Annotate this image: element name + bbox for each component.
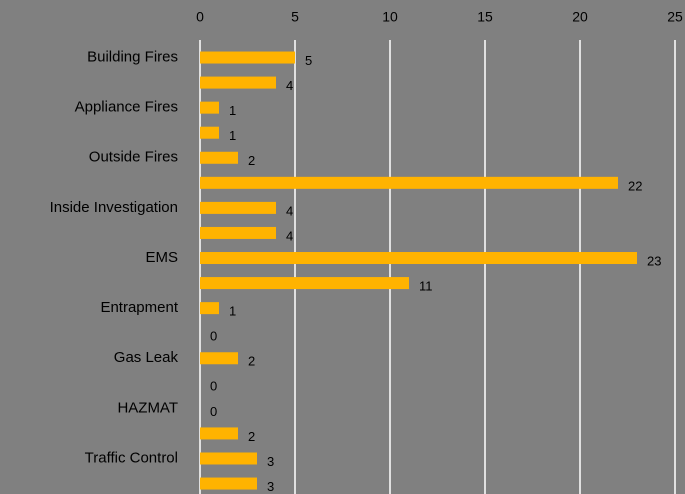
value-label: 1 (229, 128, 236, 143)
value-label: 1 (229, 304, 236, 319)
value-label: 2 (248, 354, 255, 369)
x-tick-label: 10 (382, 9, 398, 25)
value-label: 4 (286, 78, 293, 93)
bar (200, 302, 219, 315)
value-label: 0 (210, 404, 217, 419)
bar (200, 452, 257, 465)
bar (200, 352, 238, 365)
bar (200, 226, 276, 239)
value-label: 0 (210, 379, 217, 394)
value-label: 5 (305, 53, 312, 68)
y-tick-label: EMS (145, 249, 178, 266)
value-label: 22 (628, 178, 642, 193)
y-tick-label: HAZMAT (117, 399, 178, 416)
y-tick-label: Building Fires (87, 48, 178, 65)
value-label: 2 (248, 153, 255, 168)
bar (200, 151, 238, 164)
bar (200, 201, 276, 214)
value-label: 0 (210, 329, 217, 344)
bar (200, 176, 618, 189)
y-tick-label: Appliance Fires (75, 99, 178, 116)
x-tick-label: 25 (667, 9, 683, 25)
value-label: 23 (647, 253, 661, 268)
x-tick-label: 15 (477, 9, 493, 25)
y-tick-label: Gas Leak (114, 349, 179, 366)
y-tick-label: Outside Fires (89, 149, 178, 166)
value-label: 2 (248, 429, 255, 444)
x-tick-label: 20 (572, 9, 588, 25)
bar (200, 76, 276, 89)
y-tick-label: Traffic Control (85, 449, 178, 466)
value-label: 1 (229, 103, 236, 118)
value-label: 4 (286, 203, 293, 218)
value-label: 3 (267, 479, 274, 494)
bar (200, 101, 219, 114)
bar (200, 51, 295, 64)
value-label: 4 (286, 228, 293, 243)
x-tick-label: 0 (196, 9, 204, 25)
value-label: 3 (267, 454, 274, 469)
bar (200, 427, 238, 440)
bar (200, 477, 257, 490)
bar (200, 126, 219, 139)
bar (200, 277, 409, 290)
value-label: 11 (419, 279, 433, 294)
bar (200, 252, 637, 265)
y-tick-label: Entrapment (100, 299, 178, 316)
x-tick-label: 5 (291, 9, 299, 25)
y-tick-label: Inside Investigation (50, 199, 178, 216)
